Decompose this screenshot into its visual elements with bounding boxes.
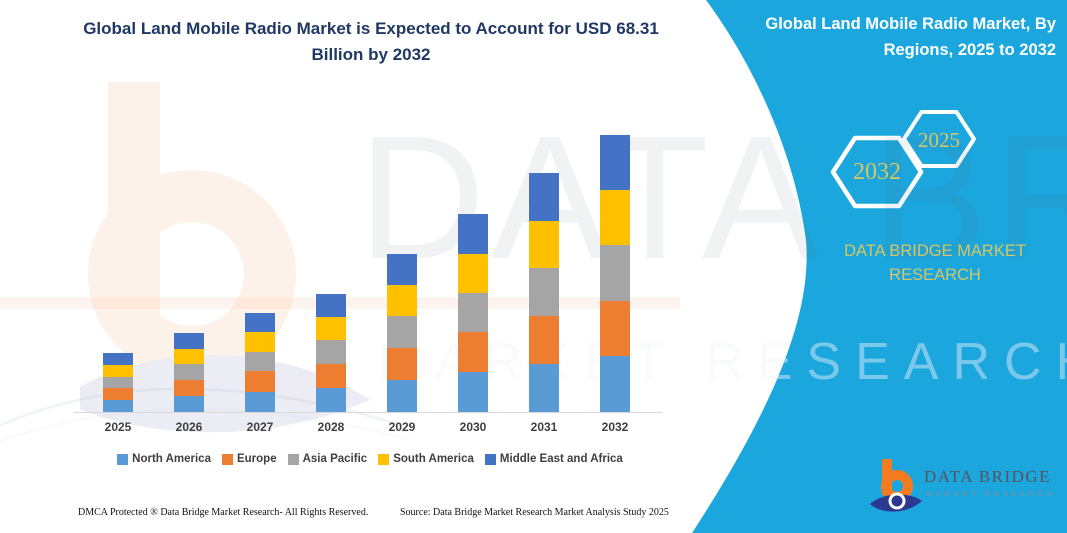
- bar-segment-north-america: [245, 391, 275, 412]
- bar-segment-south-america: [529, 220, 559, 269]
- bar-2026: [174, 333, 204, 412]
- page-title: Global Land Mobile Radio Market is Expec…: [83, 19, 659, 65]
- bar-2030: [458, 214, 488, 412]
- bar-segment-north-america: [316, 387, 346, 412]
- bar-segment-europe: [387, 348, 417, 380]
- x-axis-label-2031: 2031: [530, 420, 558, 434]
- hexagon-2032-icon: [830, 135, 924, 209]
- bar-segment-middle-east-and-africa: [529, 173, 559, 221]
- bar-2025: [103, 353, 133, 412]
- legend-marker-icon: [378, 453, 390, 465]
- bar-segment-south-america: [600, 190, 630, 246]
- x-axis-line: [74, 412, 662, 413]
- watermark-text-small: MARKET RESEARCH: [378, 333, 1067, 391]
- legend-label: South America: [393, 453, 474, 465]
- banner-brand-line1: DATA BRIDGE MARKET: [844, 242, 1026, 260]
- logo-tagline: MARKET RESEARCH: [926, 491, 1056, 498]
- bar-segment-north-america: [387, 379, 417, 412]
- banner-title: Global Land Mobile Radio Market, By Regi…: [765, 15, 1056, 59]
- bar-segment-europe: [174, 379, 204, 396]
- bar-segment-europe: [600, 300, 630, 357]
- bar-segment-asia-pacific: [529, 268, 559, 317]
- bar-segment-europe: [458, 332, 488, 372]
- bar-segment-north-america: [174, 395, 204, 412]
- banner-shape: [692, 0, 1067, 533]
- hexagon-2025-label: 2025: [918, 128, 960, 152]
- x-axis-label-2025: 2025: [104, 420, 132, 434]
- x-axis-label-2026: 2026: [175, 420, 203, 434]
- bar-segment-north-america: [103, 399, 133, 412]
- footer-source: Source: Data Bridge Market Research Mark…: [400, 507, 669, 518]
- bar-segment-north-america: [458, 371, 488, 412]
- bar-segment-europe: [103, 388, 133, 400]
- footer-copyright: DMCA Protected ® Data Bridge Market Rese…: [78, 507, 369, 518]
- bar-segment-south-america: [174, 348, 204, 365]
- bar-2031: [529, 173, 559, 412]
- legend-marker-icon: [484, 453, 496, 465]
- logo-name: DATA BRIDGE: [924, 467, 1052, 486]
- legend-item-south-america: South America: [378, 453, 474, 465]
- bar-segment-europe: [529, 316, 559, 364]
- bar-segment-south-america: [458, 253, 488, 293]
- x-axis-label-2028: 2028: [317, 420, 345, 434]
- x-axis-label-2030: 2030: [459, 420, 487, 434]
- bar-segment-europe: [245, 371, 275, 392]
- bar-2027: [245, 312, 275, 412]
- legend-item-north-america: North America: [117, 453, 211, 465]
- bar-segment-middle-east-and-africa: [245, 312, 275, 333]
- bar-2028: [316, 294, 346, 412]
- bar-segment-south-america: [387, 284, 417, 317]
- bar-segment-europe: [316, 363, 346, 388]
- bar-segment-middle-east-and-africa: [103, 353, 133, 366]
- legend-item-europe: Europe: [221, 453, 277, 465]
- legend-label: Asia Pacific: [302, 453, 368, 465]
- legend-label: Middle East and Africa: [499, 453, 623, 465]
- legend-marker-icon: [287, 453, 299, 465]
- legend-marker-icon: [221, 453, 233, 465]
- bar-segment-asia-pacific: [458, 292, 488, 333]
- bar-2032: [600, 135, 630, 412]
- x-axis-label-2029: 2029: [388, 420, 416, 434]
- x-axis-label-2027: 2027: [246, 420, 274, 434]
- bar-segment-asia-pacific: [600, 245, 630, 301]
- legend-label: Europe: [236, 453, 277, 465]
- bar-segment-asia-pacific: [316, 340, 346, 364]
- bar-segment-north-america: [529, 363, 559, 412]
- legend-item-asia-pacific: Asia Pacific: [287, 453, 368, 465]
- hexagon-2032-label: 2032: [853, 159, 901, 185]
- company-logo: DATA BRIDGE MARKET RESEARCH: [862, 455, 1062, 525]
- bar-segment-middle-east-and-africa: [600, 135, 630, 191]
- banner-brand-line2: RESEARCH: [889, 265, 981, 284]
- bar-segment-south-america: [103, 365, 133, 378]
- legend-label: North America: [132, 453, 211, 465]
- bar-segment-north-america: [600, 356, 630, 412]
- stacked-bar-chart: 2025 2026 2027 2028 2029 2030 2031 2032: [74, 120, 662, 434]
- bar-segment-asia-pacific: [103, 377, 133, 389]
- banner-brand-text: DATA BRIDGE MARKET RESEARCH: [828, 240, 1042, 288]
- bar-segment-middle-east-and-africa: [458, 214, 488, 254]
- data-bridge-logo-icon: [870, 459, 922, 512]
- hexagon-2025-icon: [902, 110, 976, 168]
- bar-segment-asia-pacific: [174, 364, 204, 380]
- bar-segment-asia-pacific: [387, 316, 417, 349]
- chart-legend: North America Europe Asia Pacific South Ame…: [70, 453, 670, 465]
- bar-segment-south-america: [316, 317, 346, 341]
- bar-segment-south-america: [245, 332, 275, 352]
- bar-segment-middle-east-and-africa: [174, 333, 204, 349]
- bar-2029: [387, 253, 417, 412]
- x-axis-label-2032: 2032: [601, 420, 629, 434]
- legend-item-middle-east-and-africa: Middle East and Africa: [484, 453, 623, 465]
- bar-segment-middle-east-and-africa: [387, 253, 417, 285]
- legend-marker-icon: [117, 453, 129, 465]
- bar-segment-asia-pacific: [245, 351, 275, 372]
- bar-segment-middle-east-and-africa: [316, 294, 346, 318]
